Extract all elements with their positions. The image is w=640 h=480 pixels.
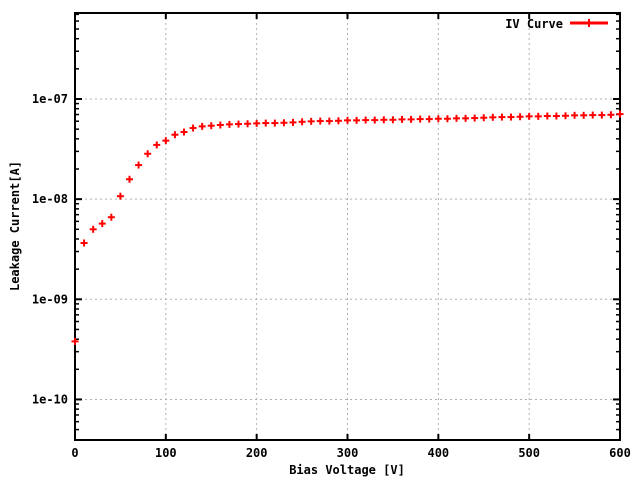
axes-and-ticks: 0 100 200 300 400 500 600 1e-10 1e-09 1e-08 1e-07 <box>32 12 631 460</box>
data-points <box>71 110 624 345</box>
y-axis-label: Leakage Current[A] <box>8 161 22 291</box>
legend-plus-marker <box>585 19 593 27</box>
x-tick-label: 0 <box>71 446 78 460</box>
y-tick-label: 1e-10 <box>32 392 68 406</box>
plot-border <box>74 12 621 441</box>
y-tick-label: 1e-08 <box>32 192 68 206</box>
x-tick-label: 500 <box>518 446 540 460</box>
x-tick-label: 200 <box>246 446 268 460</box>
x-tick-label: 300 <box>337 446 359 460</box>
x-tick-label: 400 <box>427 446 449 460</box>
x-tick-label: 100 <box>155 446 177 460</box>
x-tick-label: 600 <box>609 446 631 460</box>
legend: IV Curve <box>505 17 608 31</box>
y-tick-label: 1e-07 <box>32 92 68 106</box>
x-axis-label: Bias Voltage [V] <box>289 463 405 477</box>
grid-lines <box>75 13 620 440</box>
legend-label: IV Curve <box>505 17 563 31</box>
y-tick-label: 1e-09 <box>32 292 68 306</box>
